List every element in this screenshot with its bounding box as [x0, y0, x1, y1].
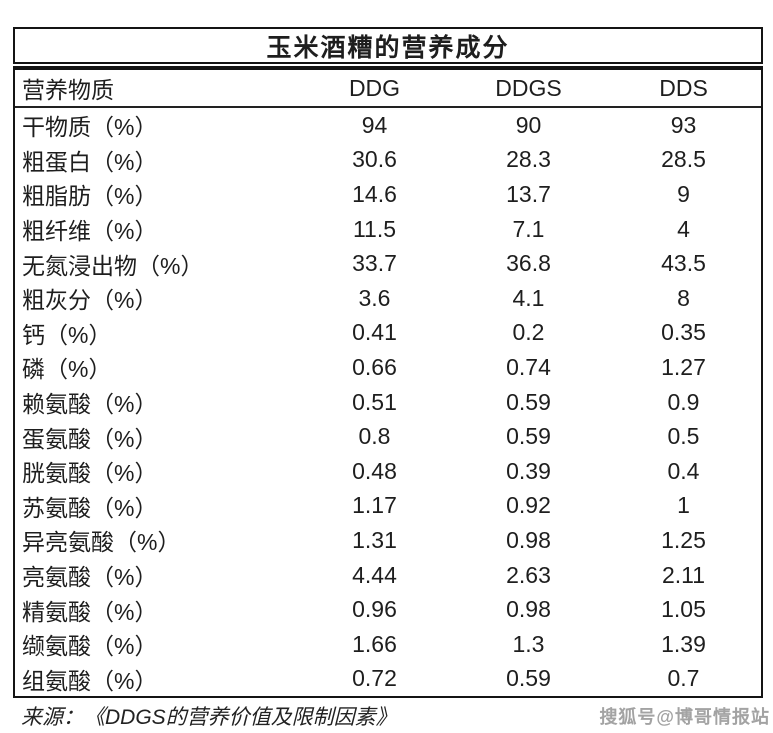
table-row: 钙（%） 0.41 0.2 0.35: [15, 316, 761, 351]
dds-value: 0.4: [667, 457, 700, 484]
row-label: 钙（%）: [22, 321, 112, 348]
table-row: 粗灰分（%） 3.6 4.1 8: [15, 281, 761, 316]
table-row: 粗纤维（%） 11.5 7.1 4: [15, 212, 761, 247]
ddg-value: 1.17: [352, 492, 397, 519]
row-label: 粗灰分（%）: [22, 287, 158, 314]
nutrition-table: 营养物质 DDG DDGS DDS 干物质（%） 94 90 93 粗蛋白（%）…: [13, 66, 773, 699]
dds-value: 43.5: [661, 250, 706, 277]
dds-value: 2.11: [661, 561, 706, 588]
column-header-ddg: DDG: [348, 74, 401, 101]
ddgs-value: 13.7: [506, 180, 551, 207]
table-title: 玉米酒糟的营养成分: [13, 27, 763, 64]
row-label: 胱氨酸（%）: [22, 460, 158, 487]
table-row: 粗蛋白（%） 30.6 28.3 28.5: [15, 143, 761, 178]
ddg-value: 0.72: [352, 665, 397, 692]
row-label: 粗纤维（%）: [22, 218, 158, 245]
source-caption: 来源：《DDGS的营养价值及限制因素》: [21, 706, 397, 729]
row-label: 赖氨酸（%）: [22, 391, 158, 418]
ddgs-value: 0.98: [506, 526, 551, 553]
ddgs-value: 28.3: [506, 146, 551, 173]
row-label: 无氮浸出物（%）: [22, 252, 204, 279]
dds-value: 0.35: [661, 319, 706, 346]
column-header-dds: DDS: [659, 74, 708, 101]
table-row: 亮氨酸（%） 4.44 2.63 2.11: [15, 558, 761, 593]
ddgs-value: 1.3: [512, 630, 545, 657]
dds-value: 4: [677, 215, 690, 242]
ddg-value: 0.48: [352, 457, 397, 484]
column-header-nutrient: 营养物质: [22, 77, 114, 103]
ddgs-value: 4.1: [512, 284, 545, 311]
ddgs-value: 90: [515, 111, 542, 138]
row-label: 精氨酸（%）: [22, 598, 158, 625]
ddg-value: 14.6: [352, 180, 397, 207]
ddgs-value: 0.74: [506, 353, 551, 380]
ddg-value: 1.66: [352, 630, 397, 657]
dds-value: 1.39: [661, 630, 706, 657]
row-label: 亮氨酸（%）: [22, 564, 158, 591]
table-row: 缬氨酸（%） 1.66 1.3 1.39: [15, 627, 761, 662]
dds-value: 1: [677, 492, 690, 519]
ddgs-value: 7.1: [512, 215, 545, 242]
row-label: 粗蛋白（%）: [22, 148, 158, 175]
ddg-value: 0.96: [352, 596, 397, 623]
table-row: 苏氨酸（%） 1.17 0.92 1: [15, 489, 761, 524]
dds-value: 0.9: [667, 388, 700, 415]
ddg-value: 0.41: [352, 319, 397, 346]
row-label: 异亮氨酸（%）: [22, 529, 181, 556]
row-label: 苏氨酸（%）: [22, 494, 158, 521]
table-row: 磷（%） 0.66 0.74 1.27: [15, 350, 761, 385]
ddgs-value: 0.2: [512, 319, 545, 346]
ddgs-value: 36.8: [506, 250, 551, 277]
row-label: 组氨酸（%）: [22, 667, 158, 694]
row-label: 缬氨酸（%）: [22, 633, 158, 660]
table-row: 胱氨酸（%） 0.48 0.39 0.4: [15, 454, 761, 489]
row-label: 磷（%）: [22, 356, 112, 383]
table-row: 粗脂肪（%） 14.6 13.7 9: [15, 177, 761, 212]
ddg-value: 0.66: [352, 353, 397, 380]
column-header-ddgs: DDGS: [495, 74, 562, 101]
dds-value: 8: [677, 284, 690, 311]
ddgs-value: 0.39: [506, 457, 551, 484]
ddg-value: 0.8: [358, 423, 391, 450]
ddgs-value: 2.63: [506, 561, 551, 588]
ddg-value: 0.51: [352, 388, 397, 415]
dds-value: 0.7: [667, 665, 700, 692]
dds-value: 28.5: [661, 146, 706, 173]
dds-value: 0.5: [667, 423, 700, 450]
table-row: 干物质（%） 94 90 93: [15, 108, 761, 143]
row-label: 干物质（%）: [22, 114, 158, 141]
ddg-value: 11.5: [352, 215, 397, 242]
ddg-value: 33.7: [352, 250, 397, 277]
ddg-value: 3.6: [358, 284, 391, 311]
table-row: 无氮浸出物（%） 33.7 36.8 43.5: [15, 246, 761, 281]
ddgs-value: 0.92: [506, 492, 551, 519]
dds-value: 1.25: [661, 526, 706, 553]
ddg-value: 1.31: [352, 526, 397, 553]
row-label: 粗脂肪（%）: [22, 183, 158, 210]
ddgs-value: 0.59: [506, 665, 551, 692]
ddg-value: 4.44: [352, 561, 397, 588]
ddg-value: 30.6: [352, 146, 397, 173]
dds-value: 9: [677, 180, 690, 207]
ddgs-value: 0.59: [506, 388, 551, 415]
dds-value: 1.27: [661, 353, 706, 380]
ddg-value: 94: [361, 111, 388, 138]
table-row: 赖氨酸（%） 0.51 0.59 0.9: [14, 384, 773, 420]
ddgs-value: 0.98: [506, 596, 551, 623]
dds-value: 93: [670, 111, 697, 138]
dds-value: 1.05: [661, 596, 706, 623]
ddgs-value: 0.59: [506, 423, 551, 450]
table-header-row: 营养物质 DDG DDGS DDS: [15, 70, 761, 108]
watermark: 搜狐号@博哥情报站: [599, 707, 770, 727]
table-row: 异亮氨酸（%） 1.31 0.98 1.25: [15, 523, 761, 558]
table-row: 精氨酸（%） 0.96 0.98 1.05: [15, 592, 761, 627]
row-label: 蛋氨酸（%）: [22, 425, 158, 452]
table-row: 组氨酸（%） 0.72 0.59 0.7: [15, 662, 761, 697]
table-body: 干物质（%） 94 90 93 粗蛋白（%） 30.6 28.3 28.5 粗脂…: [14, 108, 773, 697]
table-row: 蛋氨酸（%） 0.8 0.59 0.5: [15, 419, 761, 454]
